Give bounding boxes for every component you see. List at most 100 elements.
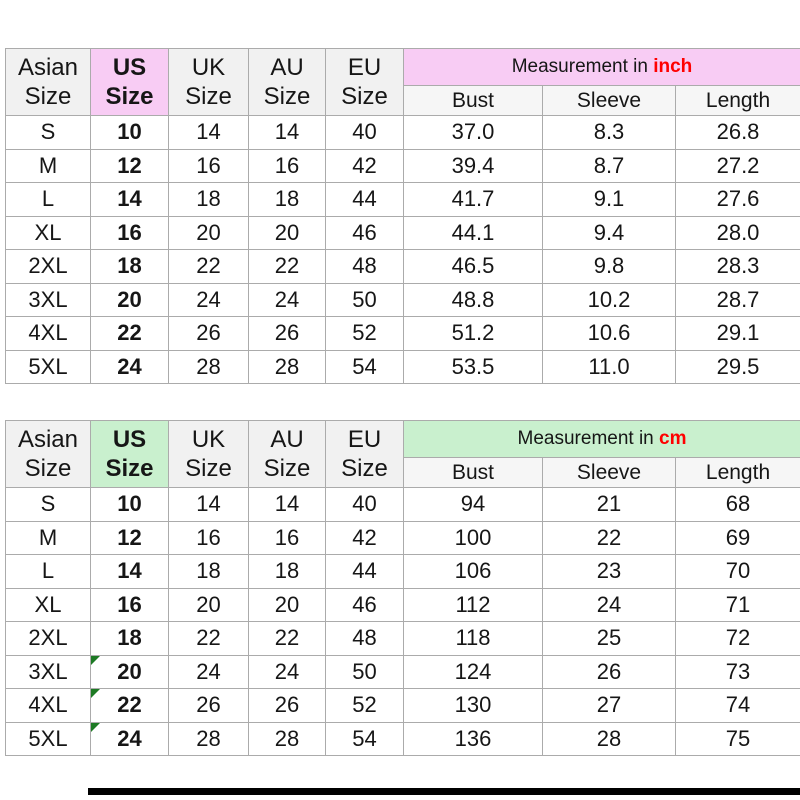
asian-size-cell: M — [5, 148, 91, 183]
us-size-cell: 16 — [90, 215, 169, 250]
table-row: M 12 16 16 42 39.4 8.7 27.2 — [5, 148, 800, 183]
au-size-cell: 28 — [248, 349, 326, 384]
uk-size-cell: 24 — [168, 654, 249, 689]
au-size-cell: 28 — [248, 721, 326, 756]
uk-size-cell: 26 — [168, 688, 249, 723]
uk-size-cell: 26 — [168, 316, 249, 351]
bust-cell: 48.8 — [403, 282, 543, 317]
table-row: L 14 18 18 44 41.7 9.1 27.6 — [5, 182, 800, 217]
header-eu-size: EU Size — [325, 48, 404, 116]
eu-size-cell: 52 — [325, 316, 404, 351]
au-size-cell: 22 — [248, 249, 326, 284]
length-cell: 75 — [674, 721, 800, 756]
table-row: 2XL 18 22 22 48 118 25 72 — [5, 621, 800, 656]
bust-cell: 124 — [403, 654, 543, 689]
eu-size-cell: 46 — [325, 587, 404, 622]
sleeve-cell: 28 — [542, 721, 676, 756]
eu-size-cell: 48 — [325, 621, 404, 656]
au-size-cell: 20 — [248, 587, 326, 622]
length-cell: 26.8 — [674, 115, 800, 150]
eu-size-cell: 40 — [325, 115, 404, 150]
us-size-cell: 24 — [90, 721, 169, 756]
uk-size-cell: 24 — [168, 282, 249, 317]
sleeve-cell: 9.1 — [542, 182, 676, 217]
au-size-cell: 18 — [248, 182, 326, 217]
asian-size-cell: XL — [5, 215, 91, 250]
bust-cell: 94 — [403, 487, 543, 522]
table-row: 5XL 24 28 28 54 136 28 75 — [5, 721, 800, 756]
asian-size-cell: M — [5, 520, 91, 555]
header-asian-size: Asian Size — [5, 48, 91, 116]
eu-size-cell: 48 — [325, 249, 404, 284]
measurement-band-cm: Measurement in cm — [402, 420, 800, 458]
uk-size-cell: 20 — [168, 215, 249, 250]
eu-size-cell: 50 — [325, 654, 404, 689]
asian-size-cell: XL — [5, 587, 91, 622]
sleeve-cell: 22 — [542, 520, 676, 555]
measurement-unit-inch: inch — [653, 56, 693, 77]
us-size-cell: 20 — [90, 282, 169, 317]
us-size-cell: 14 — [90, 554, 169, 589]
length-cell: 70 — [674, 554, 800, 589]
measurement-label: Measurement in — [517, 428, 654, 449]
table-row: 4XL 22 26 26 52 51.2 10.6 29.1 — [5, 316, 800, 351]
au-size-cell: 16 — [248, 148, 326, 183]
au-size-cell: 26 — [248, 316, 326, 351]
au-size-cell: 24 — [248, 654, 326, 689]
comment-flag-icon — [91, 722, 100, 732]
header-asian-size: Asian Size — [5, 420, 91, 488]
bust-cell: 41.7 — [403, 182, 543, 217]
au-size-cell: 14 — [248, 487, 326, 522]
au-size-cell: 26 — [248, 688, 326, 723]
bust-cell: 51.2 — [403, 316, 543, 351]
table-row: 4XL 22 26 26 52 130 27 74 — [5, 688, 800, 723]
header-us-size: US Size — [90, 48, 169, 116]
asian-size-cell: 5XL — [5, 721, 91, 756]
eu-size-cell: 50 — [325, 282, 404, 317]
sleeve-cell: 8.7 — [542, 148, 676, 183]
length-cell: 28.0 — [674, 215, 800, 250]
length-cell: 29.5 — [674, 349, 800, 384]
video-progress-bar[interactable] — [88, 788, 800, 795]
header-bust: Bust — [403, 85, 543, 116]
header-eu-size: EU Size — [325, 420, 404, 488]
asian-size-cell: 4XL — [5, 316, 91, 351]
uk-size-cell: 20 — [168, 587, 249, 622]
uk-size-cell: 28 — [168, 721, 249, 756]
sleeve-cell: 9.8 — [542, 249, 676, 284]
sleeve-cell: 25 — [542, 621, 676, 656]
asian-size-cell: S — [5, 487, 91, 522]
bust-cell: 39.4 — [403, 148, 543, 183]
us-size-cell: 22 — [90, 316, 169, 351]
au-size-cell: 14 — [248, 115, 326, 150]
sleeve-cell: 10.2 — [542, 282, 676, 317]
uk-size-cell: 16 — [168, 520, 249, 555]
eu-size-cell: 44 — [325, 182, 404, 217]
eu-size-cell: 40 — [325, 487, 404, 522]
table-row: M 12 16 16 42 100 22 69 — [5, 520, 800, 555]
length-cell: 28.7 — [674, 282, 800, 317]
uk-size-cell: 14 — [168, 115, 249, 150]
sleeve-cell: 26 — [542, 654, 676, 689]
header-uk-size: UK Size — [168, 48, 249, 116]
table-row: S 10 14 14 40 37.0 8.3 26.8 — [5, 115, 800, 150]
us-size-cell: 12 — [90, 148, 169, 183]
measurement-unit-cm: cm — [659, 428, 687, 449]
us-size-cell: 10 — [90, 115, 169, 150]
comment-flag-icon — [91, 689, 100, 698]
length-cell: 28.3 — [674, 249, 800, 284]
table-row: XL 16 20 20 46 112 24 71 — [5, 587, 800, 622]
sleeve-cell: 27 — [542, 688, 676, 723]
asian-size-cell: 3XL — [5, 654, 91, 689]
length-cell: 27.2 — [674, 148, 800, 183]
eu-size-cell: 46 — [325, 215, 404, 250]
header-au-size: AU Size — [248, 420, 326, 488]
eu-size-cell: 54 — [325, 349, 404, 384]
table-row: 5XL 24 28 28 54 53.5 11.0 29.5 — [5, 349, 800, 384]
header-sleeve: Sleeve — [542, 85, 676, 116]
bust-cell: 100 — [403, 520, 543, 555]
us-size-cell: 10 — [90, 487, 169, 522]
uk-size-cell: 18 — [168, 554, 249, 589]
inch-size-table: Asian Size US Size UK Size AU Size EU Si… — [5, 48, 800, 384]
header-bust: Bust — [403, 457, 543, 488]
